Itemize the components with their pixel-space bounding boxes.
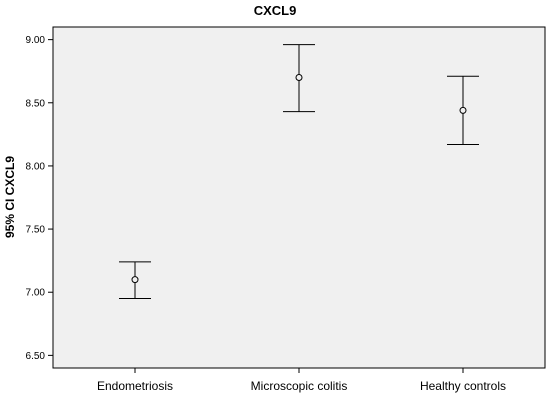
y-axis-label: 95% CI CXCL9 (3, 156, 17, 238)
y-tick-label: 8.00 (26, 161, 46, 172)
x-tick-label: Healthy controls (420, 379, 506, 393)
chart-title: CXCL9 (254, 3, 297, 18)
error-bars (119, 44, 479, 300)
mean-point (295, 74, 303, 82)
y-axis-ticks: 6.50 7.00 7.50 8.00 8.50 9.00 (26, 35, 53, 362)
mean-point (459, 106, 467, 114)
y-tick-label: 8.50 (26, 98, 46, 109)
mean-point (131, 276, 139, 284)
y-tick-label: 7.50 (26, 225, 46, 236)
x-tick-label: Microscopic colitis (251, 379, 348, 393)
x-axis-ticks: Endometriosis Microscopic colitis Healthy … (97, 368, 506, 393)
y-tick-label: 9.00 (26, 35, 46, 46)
y-tick-label: 7.00 (26, 288, 46, 299)
y-tick-label: 6.50 (26, 351, 46, 362)
x-tick-label: Endometriosis (97, 379, 173, 393)
